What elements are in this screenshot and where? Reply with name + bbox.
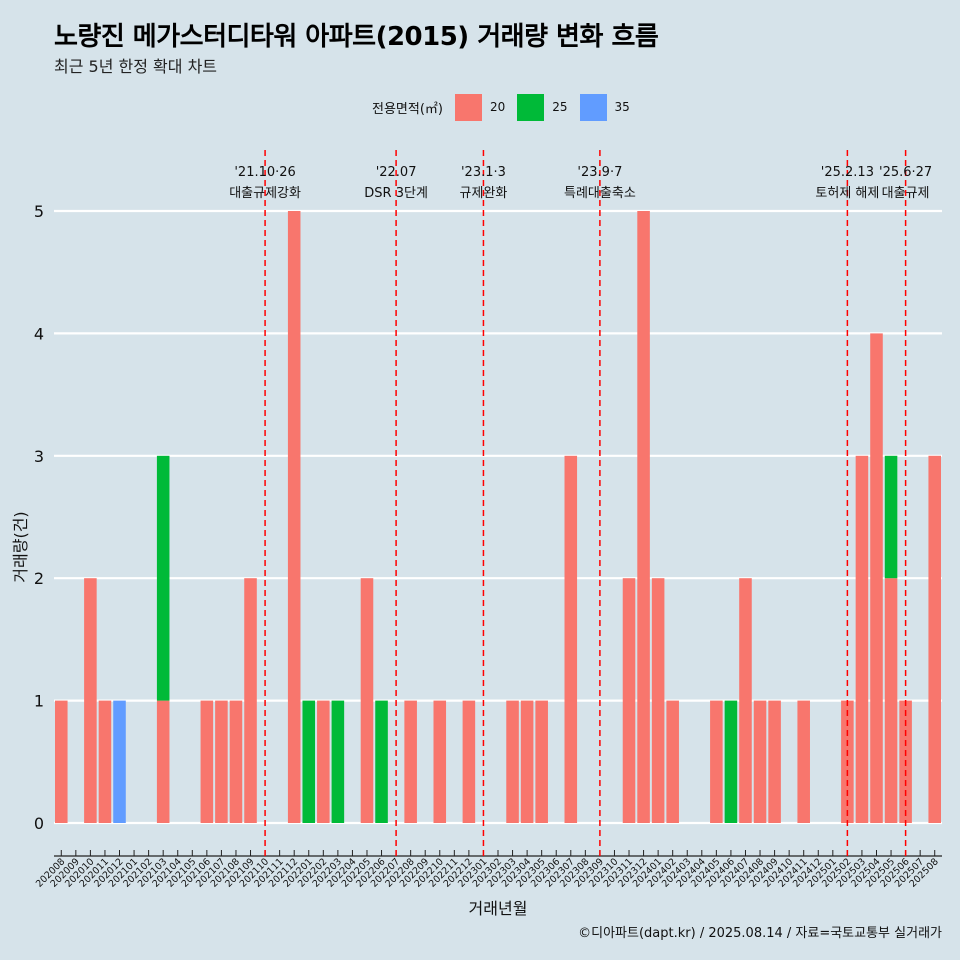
bar-202311-20	[622, 578, 636, 823]
y-tick-label-4: 4	[34, 324, 44, 343]
legend: 전용면적(㎡) 20 25 35	[372, 93, 642, 121]
annotation-date-1: '21.10·26	[234, 165, 295, 180]
bar-202303-20	[506, 700, 519, 823]
bar-202402-20	[666, 700, 679, 823]
legend-item-25: 25	[517, 93, 568, 121]
bar-202212-20	[462, 700, 476, 823]
y-tick-label-5: 5	[34, 202, 44, 221]
bar-202304-20	[520, 700, 534, 823]
bar-202504-20	[870, 333, 883, 823]
legend-item-35: 35	[579, 93, 630, 121]
bar-202206-25	[375, 700, 388, 823]
annotation-label-3: 규제완화	[460, 186, 508, 201]
bar-202505-25	[884, 455, 898, 579]
legend-label-20: 20	[489, 100, 506, 114]
bar-202010-20	[84, 578, 97, 823]
bar-202008-20	[55, 700, 68, 823]
annotation-date-5: '25.2.13	[821, 165, 874, 180]
bar-202112-20	[287, 211, 301, 823]
source-caption: ©디아파트(dapt.kr) / 2025.08.14 / 자료=국토교통부 실…	[578, 926, 942, 941]
bar-202406-25	[724, 700, 738, 823]
x-axis-title: 거래년월	[469, 899, 528, 918]
bar-202205-20	[360, 578, 374, 823]
bar-202312-20	[637, 211, 650, 823]
legend-item-20: 20	[454, 93, 506, 121]
y-tick-label-1: 1	[34, 692, 44, 711]
bar-202210-20	[433, 700, 447, 823]
y-tick-label-0: 0	[34, 814, 44, 833]
legend-swatch-25	[517, 93, 545, 121]
bar-202107-20	[215, 700, 228, 823]
annotation-date-3: '23.1·3	[461, 165, 506, 180]
annotation-label-5: 토허제 해제	[815, 186, 879, 201]
bar-202411-20	[797, 700, 810, 823]
bar-202109-20	[244, 578, 257, 823]
annotation-label-4: 특례대출축소	[564, 186, 636, 201]
legend-swatch-20	[454, 93, 482, 121]
legend-label-35: 35	[614, 100, 630, 114]
bar-202011-20	[98, 700, 112, 823]
bar-202201-25	[302, 700, 316, 823]
legend-swatch-35	[579, 93, 607, 121]
y-axis-title: 거래량(건)	[11, 511, 30, 582]
bar-202407-20	[739, 578, 752, 823]
annotation-label-6: 대출규제	[882, 186, 930, 201]
bar-202405-20	[710, 700, 723, 823]
annotation-label-2: DSR 3단계	[364, 186, 428, 201]
legend-title: 전용면적(㎡)	[372, 101, 443, 117]
annotation-date-2: '22.07	[376, 165, 417, 180]
bar-202202-20	[317, 700, 330, 823]
bar-202103-20	[156, 700, 170, 823]
bar-202307-20	[564, 455, 578, 823]
annotation-label-1: 대출규제강화	[229, 186, 301, 201]
chart-subtitle: 최근 5년 한정 확대 차트	[54, 57, 218, 76]
bar-202409-20	[768, 700, 781, 823]
bar-202012-35	[113, 700, 126, 823]
legend-label-25: 25	[552, 100, 568, 114]
bar-202103-25	[156, 455, 170, 701]
bar-202106-20	[200, 700, 214, 823]
bar-202503-20	[855, 455, 869, 823]
bar-202203-25	[331, 700, 345, 823]
chart-title: 노량진 메가스터디타워 아파트(2015) 거래량 변화 흐름	[54, 22, 659, 52]
bar-202401-20	[651, 578, 665, 823]
bar-202408-20	[753, 700, 767, 823]
bar-202208-20	[404, 700, 417, 823]
y-tick-label-2: 2	[34, 569, 44, 588]
bar-202305-20	[535, 700, 548, 823]
annotation-date-4: '23.9·7	[577, 165, 622, 180]
annotation-date-6: '25.6·27	[879, 165, 932, 180]
bar-202108-20	[229, 700, 243, 823]
y-tick-label-3: 3	[34, 447, 44, 466]
bar-202508-20	[928, 455, 941, 823]
bar-202505-20	[884, 578, 898, 823]
